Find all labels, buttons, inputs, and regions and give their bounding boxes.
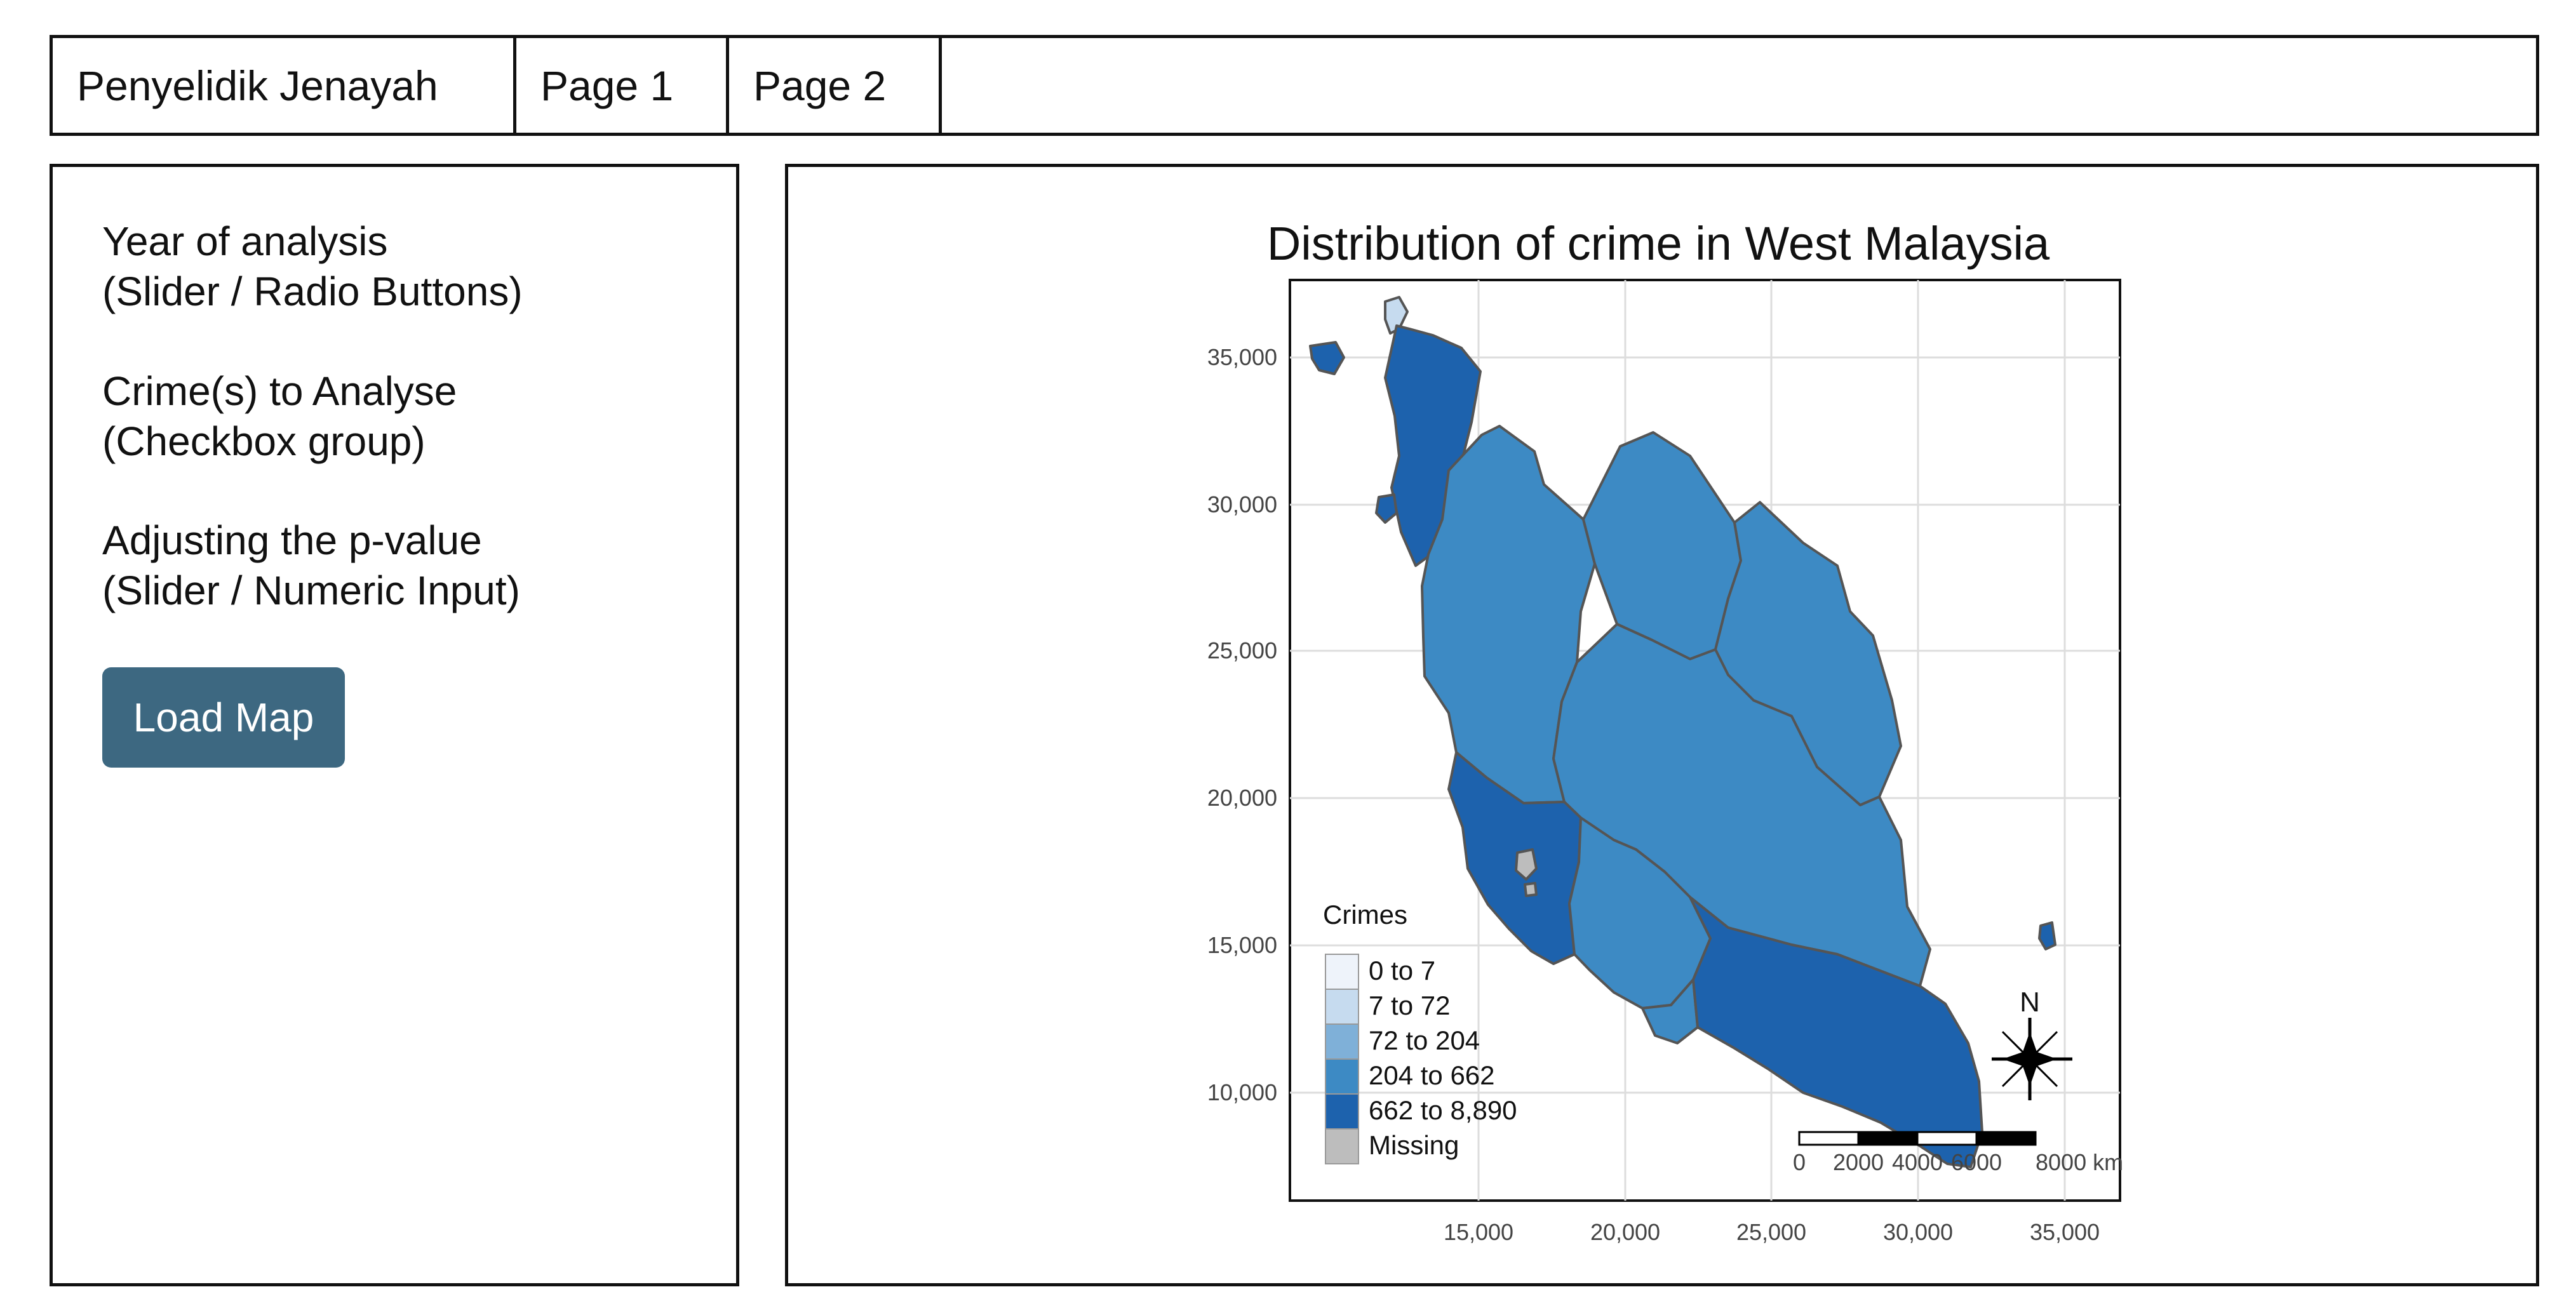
sidebar-panel: Year of analysis (Slider / Radio Buttons…	[50, 164, 739, 1286]
legend-label: 662 to 8,890	[1369, 1095, 1517, 1125]
region-tioman-island	[2038, 921, 2056, 950]
y-tick-label: 35,000	[1207, 344, 1277, 370]
map-title: Distribution of crime in West Malaysia	[1267, 217, 2050, 270]
legend-label: 204 to 662	[1369, 1060, 1495, 1090]
x-tick-label: 30,000	[1883, 1219, 1953, 1245]
scale-bar: 0 2000 4000 6000 8000 km	[1793, 1131, 2123, 1175]
north-arrow-icon: N	[1992, 987, 2072, 1100]
map-panel: Distribution of crime in West Malaysia 3…	[785, 164, 2539, 1286]
legend-label: 0 to 7	[1369, 956, 1435, 985]
pvalue-label: Adjusting the p-value	[102, 517, 482, 563]
y-tick-label: 25,000	[1207, 637, 1277, 663]
app-brand: Penyelidik Jenayah	[53, 38, 516, 133]
y-tick-label: 20,000	[1207, 785, 1277, 811]
x-tick-label: 35,000	[2030, 1219, 2100, 1245]
legend-title: Crimes	[1323, 900, 1407, 930]
scale-label: 2000	[1833, 1149, 1884, 1175]
y-tick-label: 15,000	[1207, 932, 1277, 958]
x-tick-label: 15,000	[1444, 1219, 1513, 1245]
choropleth-map: Distribution of crime in West Malaysia 3…	[1207, 217, 2123, 1245]
legend-swatch	[1325, 954, 1359, 990]
x-axis-ticks: 15,000 20,000 25,000 30,000 35,000	[1444, 1219, 2100, 1245]
x-tick-label: 25,000	[1736, 1219, 1806, 1245]
legend-swatch	[1325, 1128, 1359, 1164]
load-map-button[interactable]: Load Map	[102, 667, 345, 768]
region-kuala-lumpur	[1515, 848, 1538, 881]
region-penang-island	[1375, 493, 1398, 524]
pvalue-control-placeholder: Adjusting the p-value (Slider / Numeric …	[102, 516, 520, 616]
legend-swatch	[1325, 1058, 1359, 1095]
state-regions	[1309, 296, 2056, 1168]
north-label: N	[2020, 987, 2040, 1018]
top-navbar: Penyelidik Jenayah Page 1 Page 2	[50, 35, 2539, 136]
y-tick-label: 10,000	[1207, 1079, 1277, 1105]
y-tick-label: 30,000	[1207, 491, 1277, 517]
y-axis-ticks: 35,000 30,000 25,000 20,000 15,000 10,00…	[1207, 344, 1277, 1105]
year-control-hint: (Slider / Radio Buttons)	[102, 269, 523, 314]
region-putrajaya	[1524, 882, 1538, 897]
pvalue-control-hint: (Slider / Numeric Input)	[102, 568, 520, 613]
year-label: Year of analysis	[102, 218, 388, 264]
legend-swatch	[1325, 1023, 1359, 1060]
legend-swatch	[1325, 1093, 1359, 1130]
crime-label: Crime(s) to Analyse	[102, 368, 457, 414]
scale-label: 0	[1793, 1149, 1806, 1175]
tab-page-1[interactable]: Page 1	[516, 38, 729, 133]
legend-label: 7 to 72	[1369, 990, 1450, 1020]
region-selangor	[1447, 751, 1582, 965]
region-langkawi-island	[1309, 341, 1345, 375]
x-tick-label: 20,000	[1590, 1219, 1660, 1245]
scale-label: 6000	[1951, 1149, 2002, 1175]
legend-swatch	[1325, 989, 1359, 1025]
scale-label: 8000 km	[2036, 1149, 2123, 1175]
tab-page-2[interactable]: Page 2	[729, 38, 942, 133]
legend-label: Missing	[1369, 1130, 1459, 1160]
map-legend: Crimes 0 to 7 7 to 72 72 to 204 204 to 6…	[1323, 900, 1517, 1164]
scale-label: 4000	[1892, 1149, 1943, 1175]
crime-control-hint: (Checkbox group)	[102, 418, 426, 464]
year-control-placeholder: Year of analysis (Slider / Radio Buttons…	[102, 217, 523, 317]
legend-label: 72 to 204	[1369, 1025, 1480, 1055]
region-johor	[1689, 896, 1983, 1168]
crime-control-placeholder: Crime(s) to Analyse (Checkbox group)	[102, 366, 457, 467]
